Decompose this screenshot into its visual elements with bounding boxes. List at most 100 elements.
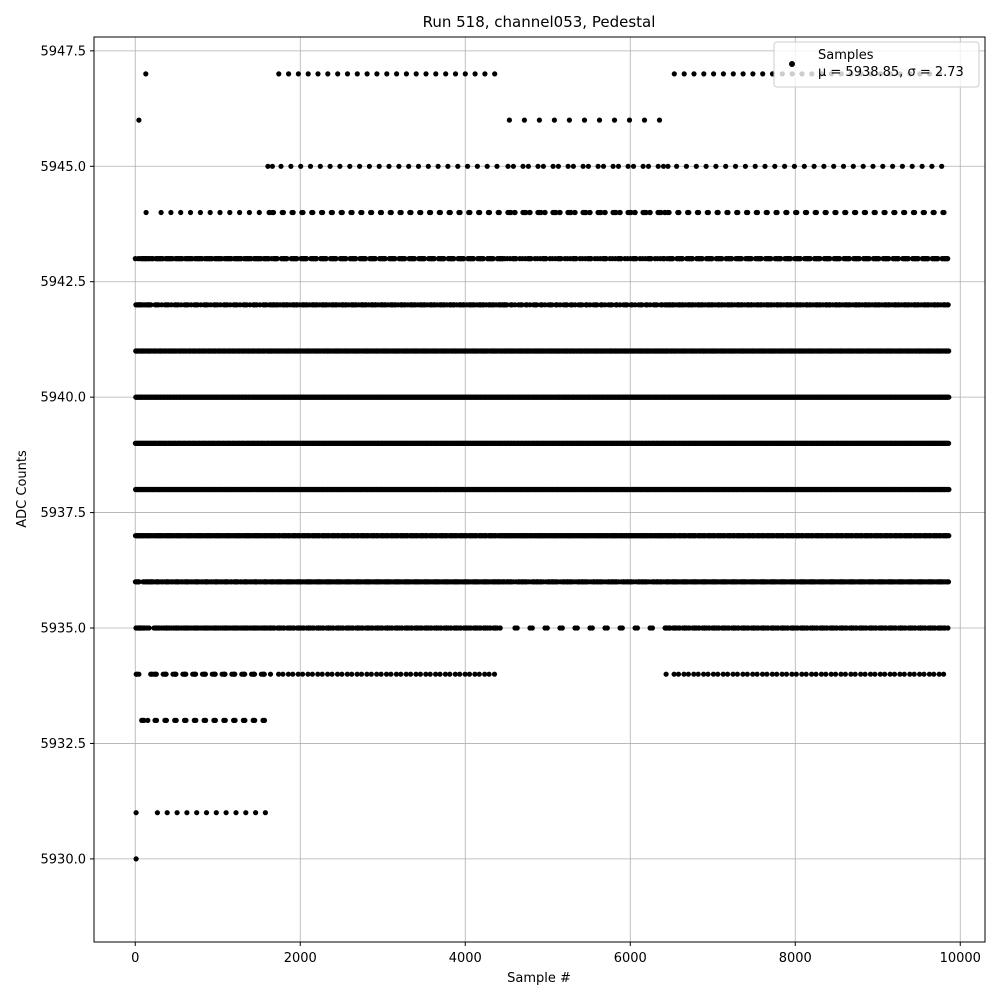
data-point [388, 671, 394, 677]
data-point [521, 117, 528, 123]
data-point [305, 671, 311, 677]
data-point [425, 163, 431, 169]
data-point [398, 209, 404, 216]
data-point [163, 717, 169, 724]
data-point [394, 71, 400, 77]
data-point [252, 717, 258, 724]
data-point [143, 209, 149, 216]
data-point [368, 671, 374, 677]
data-point [403, 71, 409, 77]
data-point [484, 163, 490, 169]
data-point [158, 209, 164, 216]
data-point [457, 209, 463, 216]
data-point [285, 671, 291, 677]
data-point [347, 163, 353, 169]
data-point [315, 671, 321, 677]
data-point [335, 71, 341, 77]
data-point [194, 810, 200, 816]
data-point [295, 671, 301, 677]
data-point [452, 71, 459, 77]
data-point [267, 671, 274, 677]
data-point [309, 671, 315, 677]
data-point [315, 71, 321, 77]
data-point [505, 163, 511, 169]
data-point [447, 671, 453, 677]
data-point [384, 71, 390, 77]
data-point [435, 163, 441, 169]
data-point [261, 671, 267, 677]
data-point [465, 163, 471, 169]
data-point [237, 209, 243, 216]
data-point [136, 671, 142, 677]
data-point [310, 209, 316, 216]
data-point [491, 671, 498, 677]
data-point [173, 717, 179, 724]
data-point [313, 256, 320, 262]
data-point [423, 71, 429, 77]
data-point [148, 302, 154, 308]
data-point [300, 209, 306, 216]
data-point [300, 671, 306, 677]
data-point [349, 671, 355, 677]
data-point [388, 209, 394, 216]
data-point [512, 209, 518, 216]
data-point [337, 163, 343, 169]
data-point [486, 209, 493, 216]
data-point [455, 163, 461, 169]
data-point [357, 163, 363, 169]
data-point [212, 717, 218, 724]
data-point [246, 209, 252, 216]
data-point [288, 163, 294, 169]
data-point [174, 810, 180, 816]
data-point [551, 117, 558, 123]
data-point [294, 256, 300, 262]
data-point [280, 209, 286, 216]
data-point [153, 717, 160, 724]
data-point [536, 117, 543, 123]
data-point [202, 671, 208, 677]
data-point [374, 71, 380, 77]
data-point [317, 163, 323, 169]
data-point [472, 71, 478, 77]
data-point [396, 163, 402, 169]
data-point [378, 671, 384, 677]
data-point [443, 71, 449, 77]
data-point [527, 209, 533, 216]
data-point [510, 163, 516, 169]
data-point [433, 71, 439, 77]
data-point [325, 671, 331, 677]
data-point [280, 671, 286, 677]
data-point [222, 717, 228, 724]
data-point [427, 671, 433, 677]
data-point [349, 209, 355, 216]
data-point [261, 717, 268, 724]
data-point [141, 717, 147, 724]
data-point [343, 256, 349, 262]
data-point [525, 163, 532, 169]
data-point [233, 810, 239, 816]
data-point [243, 810, 249, 816]
data-point [359, 209, 365, 216]
data-point [457, 671, 463, 677]
data-point [133, 810, 139, 816]
data-point [364, 71, 370, 77]
data-point [520, 163, 526, 169]
data-point [323, 256, 329, 262]
data-point [476, 671, 482, 677]
data-point [408, 209, 414, 216]
data-point [203, 810, 210, 816]
data-point [284, 256, 290, 262]
data-point [550, 163, 556, 169]
data-point [173, 671, 179, 677]
data-point [437, 209, 443, 216]
data-point [193, 717, 199, 724]
data-point [207, 209, 213, 216]
data-point [183, 671, 189, 677]
data-point [492, 71, 498, 77]
data-point [447, 209, 453, 216]
data-point [136, 579, 142, 585]
data-point [497, 625, 503, 631]
data-point [163, 671, 169, 677]
data-point [187, 209, 194, 216]
data-point [320, 209, 326, 216]
